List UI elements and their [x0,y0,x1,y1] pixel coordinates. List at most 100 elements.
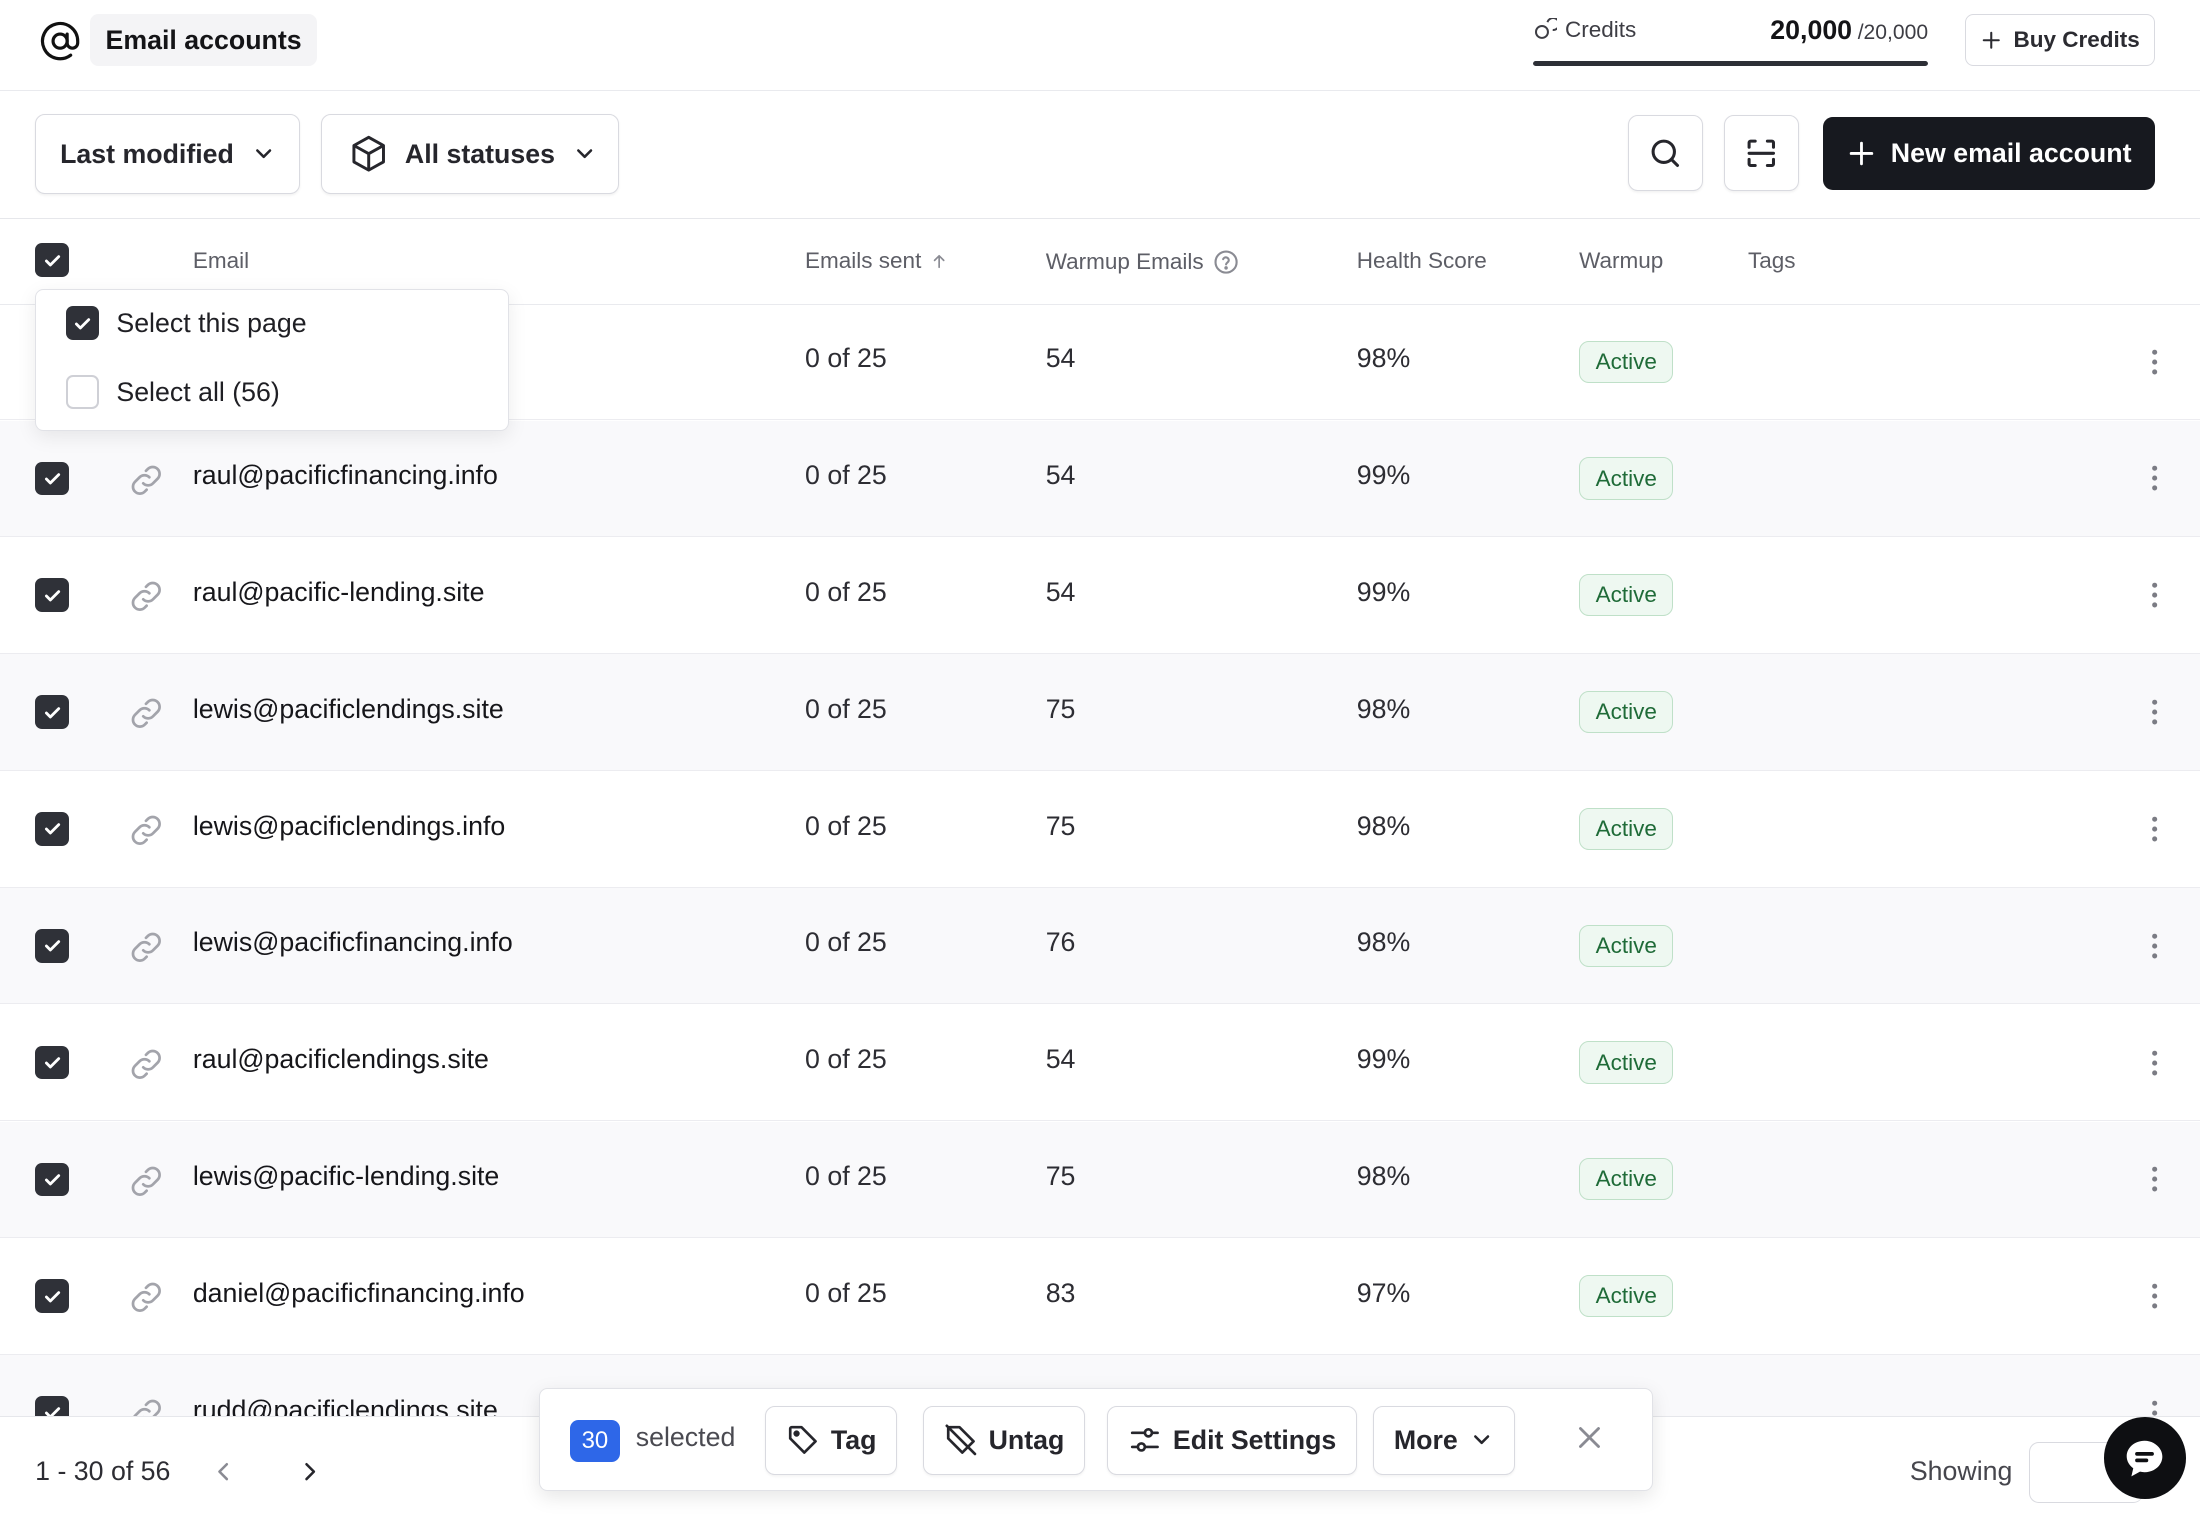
column-health-score-label: Health Score [1356,247,1487,273]
emails-sent-value: 0 of 25 [805,810,887,841]
page-size-select[interactable] [2029,1442,2144,1504]
email-address[interactable]: lewis@pacificfinancing.info [192,927,513,958]
warmup-status-badge: Active [1579,807,1674,851]
email-address[interactable]: raul@pacificlendings.site [192,1044,489,1075]
column-warmup-emails-label: Warmup Emails [1045,248,1204,274]
table-row[interactable]: daniel@pacificfinancing.info 0 of 25 83 97%… [0,1239,2200,1355]
more-vertical-icon[interactable] [2142,932,2167,960]
new-email-account-label: New email account [1890,137,2132,168]
row-checkbox[interactable] [35,1162,69,1197]
at-sign-icon [41,21,80,60]
warmup-emails-value: 54 [1045,1044,1076,1075]
warmup-emails-value: 75 [1045,1161,1076,1192]
row-checkbox[interactable] [35,1279,69,1314]
warmup-emails-value: 54 [1045,577,1076,608]
row-checkbox[interactable] [35,1045,69,1080]
row-checkbox[interactable] [35,578,69,613]
row-checkbox[interactable] [35,928,69,963]
email-address[interactable]: raul@pacificfinancing.info [192,460,498,491]
warmup-status-badge: Active [1579,340,1674,383]
table-row[interactable]: lewis@pacific-lending.site 0 of 25 75 98% Ac… [0,1121,2200,1239]
scan-button[interactable] [1724,115,1799,192]
arrow-up-icon [933,254,945,268]
box-icon [352,136,385,172]
more-actions-button[interactable]: More [1373,1405,1516,1475]
email-address[interactable]: lewis@pacificlendings.info [192,810,506,841]
warmup-emails-value: 83 [1045,1277,1076,1308]
column-header-warmup-emails[interactable]: Warmup Emails [1046,248,1241,276]
link-icon [131,1049,161,1079]
row-checkbox[interactable] [35,812,69,846]
email-address[interactable]: lewis@pacific-lending.site [192,1161,500,1192]
email-address[interactable]: lewis@pacificlendings.site [192,693,504,724]
select-all-option[interactable]: Select all (56) [65,375,280,410]
health-score-value: 99% [1356,1044,1411,1075]
link-icon [131,465,161,495]
table-row[interactable]: lewis@pacificlendings.site 0 of 25 75 98% Ac… [0,654,2200,771]
link-icon [131,1283,161,1313]
row-checkbox[interactable] [35,695,69,730]
filter-toolbar: Last modified All statuses New email acc… [0,91,2200,220]
more-vertical-icon[interactable] [2142,815,2167,843]
sort-dropdown[interactable]: Last modified [35,113,300,195]
emails-sent-value: 0 of 25 [805,577,887,608]
check-icon [44,473,60,485]
credits-progress-bar [1532,60,1929,67]
more-vertical-icon[interactable] [2142,464,2167,492]
table-row[interactable]: raul@pacificfinancing.info 0 of 25 54 99% Ac… [0,420,2200,538]
select-this-page-checkbox[interactable] [65,306,100,341]
chat-icon [2127,1440,2163,1476]
untag-button[interactable]: Untag [922,1405,1086,1475]
column-header-tags[interactable]: Tags [1748,248,1796,274]
select-all-checkbox[interactable] [35,243,69,278]
select-this-page-option[interactable]: Select this page [65,306,307,341]
more-vertical-icon[interactable] [2142,581,2167,609]
table-row[interactable]: 0 of 25 54 98% Active [0,304,2200,421]
chevron-down-icon [1474,1435,1490,1445]
status-filter-dropdown[interactable]: All statuses [320,113,620,195]
health-score-value: 97% [1356,1277,1411,1308]
health-score-value: 98% [1356,693,1411,724]
select-options-popover: Select this page Select all (56) [35,288,509,432]
chevron-right-icon[interactable] [297,1459,322,1484]
selected-label: selected [635,1422,736,1453]
warmup-status-badge: Active [1579,924,1674,967]
column-header-emails-sent[interactable]: Emails sent [805,248,948,274]
warmup-status-badge: Active [1579,1158,1674,1201]
chevron-left-icon[interactable] [211,1459,236,1484]
support-chat-button[interactable] [2104,1417,2186,1499]
emails-sent-value: 0 of 25 [805,460,887,491]
health-score-value: 98% [1356,810,1411,841]
tag-button[interactable]: Tag [765,1405,898,1475]
column-header-warmup[interactable]: Warmup [1579,248,1663,274]
check-icon [44,706,60,718]
more-label: More [1393,1424,1458,1455]
plus-icon [1982,31,2000,49]
buy-credits-button[interactable]: Buy Credits [1964,14,2155,67]
column-header-health-score[interactable]: Health Score [1357,248,1487,274]
search-button[interactable] [1628,115,1703,192]
new-email-account-button[interactable]: New email account [1822,116,2155,190]
row-checkbox[interactable] [35,461,69,496]
more-vertical-icon[interactable] [2142,1282,2167,1310]
search-icon [1651,139,1680,168]
link-icon [131,1166,161,1196]
table-row[interactable]: raul@pacificlendings.site 0 of 25 54 99% Act… [0,1005,2200,1122]
health-score-value: 99% [1356,577,1411,608]
table-row[interactable]: raul@pacific-lending.site 0 of 25 54 99% Act… [0,538,2200,655]
close-icon[interactable] [1574,1422,1605,1453]
warmup-status-badge: Active [1579,457,1674,500]
health-score-value: 98% [1356,1161,1411,1192]
select-all-56-checkbox[interactable] [65,375,100,410]
more-vertical-icon[interactable] [2142,1165,2167,1193]
edit-settings-button[interactable]: Edit Settings [1107,1405,1358,1475]
table-row[interactable]: lewis@pacificlendings.info 0 of 25 75 98% Ac… [0,771,2200,888]
email-address[interactable]: raul@pacific-lending.site [192,577,485,608]
email-address[interactable]: daniel@pacificfinancing.info [192,1277,525,1308]
more-vertical-icon[interactable] [2142,698,2167,726]
help-circle-icon[interactable] [1212,248,1240,276]
table-row[interactable]: lewis@pacificfinancing.info 0 of 25 76 98% A… [0,888,2200,1005]
more-vertical-icon[interactable] [2142,1049,2167,1077]
more-vertical-icon[interactable] [2142,348,2167,376]
column-header-email[interactable]: Email [193,248,249,274]
